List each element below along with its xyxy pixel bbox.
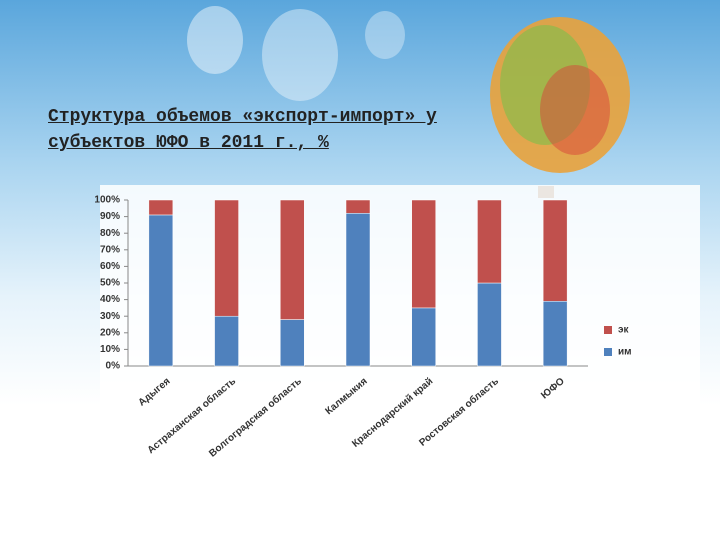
bar-segment — [411, 307, 436, 367]
title: Структура объемов «экспорт-импорт» у суб… — [48, 107, 437, 153]
bar-segment — [214, 315, 239, 367]
bar-segment — [214, 199, 239, 317]
y-tick-label: 60% — [100, 261, 120, 272]
x-tick-label: ЮФО — [539, 376, 567, 402]
chart-panel — [100, 185, 700, 485]
bar-segment — [477, 282, 502, 367]
x-tick-label: Адыгея — [137, 376, 173, 409]
y-tick-label: 50% — [100, 278, 120, 289]
y-tick-label: 100% — [94, 195, 120, 206]
legend-swatch — [604, 348, 612, 356]
legend-label: эк — [618, 325, 630, 336]
balloon — [540, 65, 610, 155]
bar-segment — [345, 213, 371, 367]
bar-segment — [411, 199, 436, 309]
balloon — [365, 11, 405, 59]
bar-segment — [280, 319, 305, 367]
y-tick-label: 30% — [100, 311, 120, 322]
bar-segment — [280, 199, 305, 320]
bar-segment — [345, 199, 371, 214]
legend-swatch — [604, 326, 612, 334]
y-tick-label: 90% — [100, 211, 120, 222]
bar-segment — [542, 199, 568, 302]
bar-segment — [477, 199, 502, 284]
bar-segment — [148, 214, 174, 367]
legend-label: им — [618, 347, 632, 358]
x-tick-label: Калмыкия — [323, 376, 369, 417]
y-tick-label: 80% — [100, 228, 120, 239]
balloon — [262, 9, 338, 101]
y-tick-label: 40% — [100, 294, 120, 305]
y-tick-label: 20% — [100, 327, 120, 338]
y-tick-label: 0% — [106, 361, 121, 372]
bar-segment — [542, 301, 568, 367]
bar-segment — [148, 199, 174, 216]
balloon — [187, 6, 243, 74]
y-tick-label: 70% — [100, 244, 120, 255]
y-tick-label: 10% — [100, 344, 120, 355]
